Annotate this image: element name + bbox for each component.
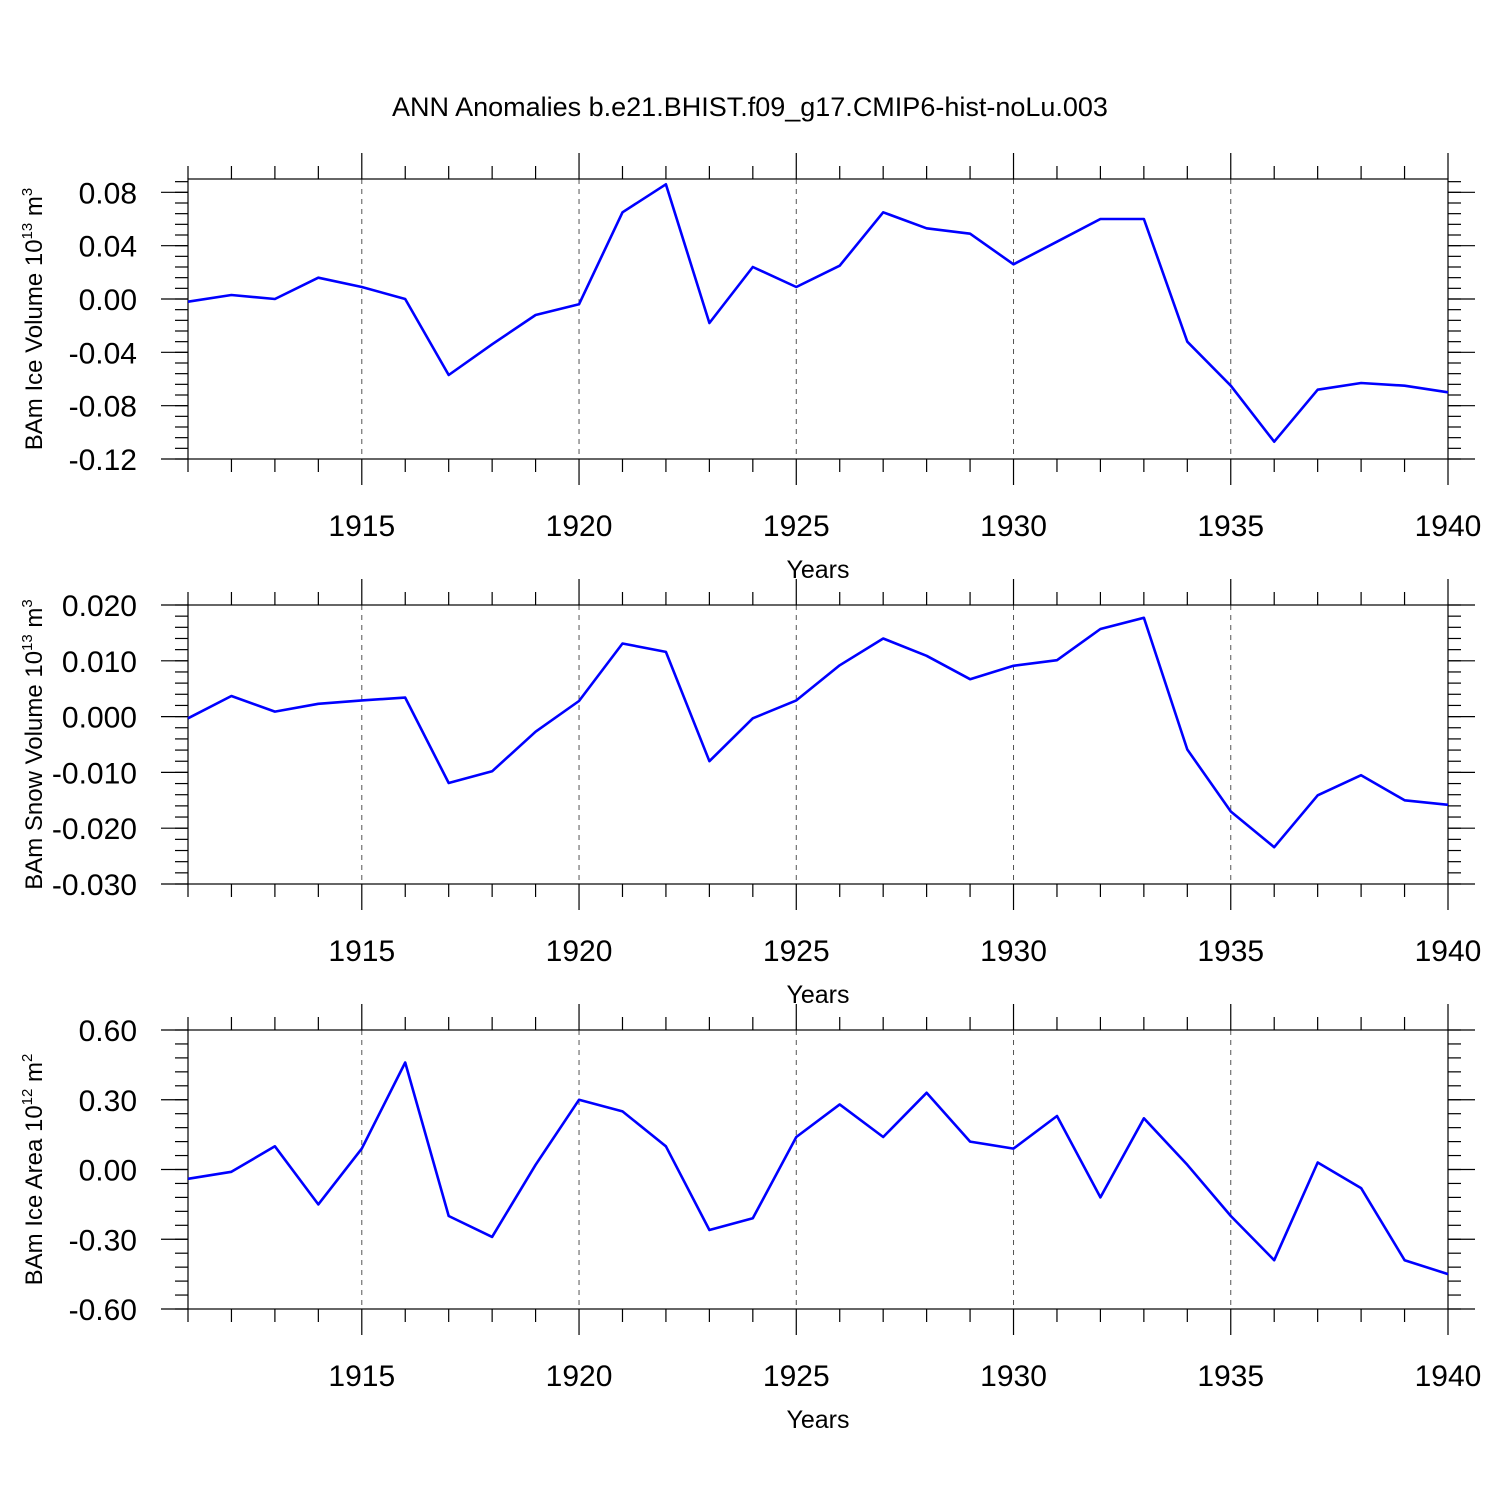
chart-panel-2: -0.030 -0.020 -0.010 0.000 0.010 0.020 1915 192… [19,579,1481,1009]
data-series-line [187,183,1449,444]
y-tick-label: 0.000 [62,702,137,735]
chart-panel-3: -0.60 -0.30 0.00 0.30 0.60 1915 1920 1925 1930 19… [19,1004,1481,1434]
y-tick-label: -0.010 [52,757,137,790]
x-tick-label: 1935 [1197,510,1264,543]
x-tick-label: 1930 [980,1360,1047,1393]
y-tick-label: 0.020 [62,590,137,623]
y-tick-label: -0.60 [69,1294,137,1327]
y-tick-label: 0.30 [79,1085,137,1118]
y-tick-label: 0.00 [79,1155,137,1188]
y-tick-label: 0.04 [79,231,137,264]
data-series-line [187,616,1449,849]
chart-title: ANN Anomalies b.e21.BHIST.f09_g17.CMIP6-… [392,92,1108,122]
x-tick-label: 1925 [763,1360,830,1393]
x-tick-label: 1940 [1415,935,1482,968]
x-tick-label: 1925 [763,510,830,543]
x-tick-label: 1925 [763,935,830,968]
y-tick-label: -0.04 [69,337,137,370]
plot-frame [187,604,1449,885]
y-tick-label: -0.08 [69,391,137,424]
x-tick-label: 1935 [1197,1360,1264,1393]
x-tick-label: 1915 [328,935,395,968]
y-tick-label: -0.020 [52,813,137,846]
plot-frame [187,1029,1449,1310]
x-tick-label: 1915 [328,510,395,543]
x-axis-label: Years [786,981,849,1009]
x-tick-label: 1935 [1197,935,1264,968]
x-tick-label: 1915 [328,1360,395,1393]
y-axis-label: BAm Snow Volume 1013 m3 [19,599,48,890]
y-tick-label: -0.030 [52,869,137,902]
x-axis-label: Years [786,556,849,584]
x-tick-label: 1920 [546,935,613,968]
y-tick-label: 0.00 [79,284,137,317]
x-axis-label: Years [786,1406,849,1434]
chart-panel-1: -0.12 -0.08 -0.04 0.00 0.04 0.08 1915 1920 1925 1… [19,153,1481,584]
data-series-line [187,1061,1449,1276]
x-tick-label: 1940 [1415,1360,1482,1393]
y-tick-label: 0.08 [79,177,137,210]
panels: -0.12 -0.08 -0.04 0.00 0.04 0.08 1915 1920 1925 1… [19,153,1481,1434]
y-axis-label: BAm Ice Area 1012 m2 [19,1054,48,1286]
y-axis-label: BAm Ice Volume 1013 m3 [19,188,48,450]
x-tick-label: 1930 [980,935,1047,968]
x-tick-label: 1920 [546,510,613,543]
x-tick-label: 1940 [1415,510,1482,543]
plot-frame [187,178,1449,460]
y-tick-label: 0.60 [79,1015,137,1048]
y-tick-label: -0.30 [69,1224,137,1257]
x-tick-label: 1920 [546,1360,613,1393]
x-tick-label: 1930 [980,510,1047,543]
y-tick-label: -0.12 [69,444,137,477]
y-tick-label: 0.010 [62,646,137,679]
